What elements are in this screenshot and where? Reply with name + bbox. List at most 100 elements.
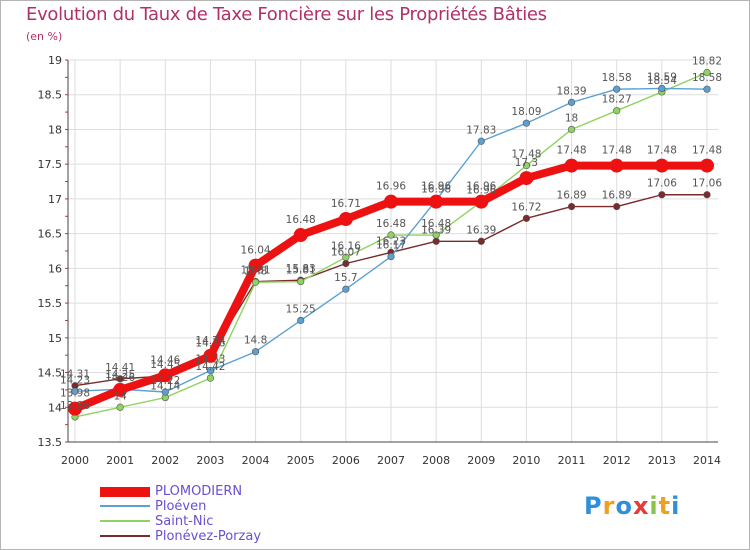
data-point	[613, 202, 621, 211]
data-point	[522, 119, 531, 127]
data-point	[206, 366, 215, 375]
data-point	[116, 375, 124, 383]
data-point	[703, 191, 711, 199]
data-point	[519, 171, 534, 186]
data-point	[158, 368, 173, 383]
data-point	[564, 158, 579, 173]
x-tick-label: 2006	[332, 454, 360, 467]
data-label: 13.86	[60, 400, 90, 412]
legend-label: Saint-Nic	[155, 514, 214, 529]
data-point	[613, 107, 621, 115]
data-label: 15.25	[286, 303, 316, 315]
data-label: 17.48	[557, 145, 587, 157]
data-label: 14.23	[60, 374, 90, 386]
data-label: 18	[565, 112, 578, 124]
data-label: 13.98	[60, 388, 90, 400]
data-point	[700, 158, 714, 173]
data-label: 15.7	[334, 272, 357, 284]
data-label: 15.81	[286, 265, 316, 277]
x-tick-label: 2000	[61, 454, 89, 467]
data-point	[567, 125, 576, 134]
data-point	[432, 231, 440, 239]
x-tick-label: 2001	[106, 454, 134, 467]
data-label: 14.76	[195, 337, 225, 349]
data-point	[477, 137, 485, 145]
y-tick-label: 14.5	[38, 367, 63, 380]
legend-item-ploeven[interactable]: Ploéven	[100, 499, 340, 514]
legend-item-plonevez-porzay[interactable]: Plonévez-Porzay	[100, 529, 340, 544]
data-point	[474, 194, 489, 209]
data-point	[522, 214, 531, 222]
data-label: 15.83	[286, 263, 316, 275]
data-label: 14.26	[105, 372, 135, 384]
legend-swatch	[100, 535, 150, 537]
logo-letter: t	[658, 492, 672, 520]
legend-swatch	[100, 505, 150, 507]
data-point	[658, 84, 666, 93]
y-tick-label: 13.5	[38, 436, 63, 449]
chart-title: Evolution du Taux de Taxe Foncière sur l…	[26, 4, 547, 25]
y-tick-label: 14	[48, 401, 62, 414]
x-tick-label: 2008	[422, 454, 450, 467]
data-point	[297, 277, 305, 286]
data-point	[297, 316, 305, 325]
data-label: 18.82	[692, 56, 722, 68]
data-point	[703, 68, 711, 77]
y-tick-label: 19	[48, 54, 62, 67]
data-point	[387, 252, 395, 261]
data-label: 14.46	[150, 354, 180, 366]
x-tick-label: 2005	[287, 454, 315, 467]
y-tick-label: 17	[48, 193, 62, 206]
y-tick-label: 15.5	[38, 297, 63, 310]
data-label: 16.17	[376, 240, 406, 252]
data-label: 17.3	[515, 157, 538, 169]
logo-letter: P	[584, 492, 603, 520]
data-label: 16.98	[421, 183, 451, 195]
data-label: 14.31	[60, 369, 90, 381]
data-label: 18.39	[557, 85, 587, 97]
data-point	[251, 278, 260, 286]
data-label: 14.42	[195, 361, 225, 373]
data-point	[613, 85, 621, 93]
data-point	[161, 388, 169, 396]
data-label: 14.8	[244, 335, 267, 347]
logo-letter: i	[671, 492, 681, 520]
y-tick-label: 18.5	[38, 89, 63, 102]
data-point	[658, 191, 666, 199]
data-point	[477, 237, 485, 245]
y-tick-label: 16.5	[38, 228, 63, 241]
data-label: 16.89	[557, 190, 587, 202]
data-label: 18.54	[647, 75, 677, 87]
data-label: 15.8	[244, 265, 267, 277]
data-point	[68, 401, 82, 416]
legend-item-plomodiern[interactable]: PLOMODIERN	[100, 484, 340, 499]
y-unit-label: (en %)	[26, 30, 63, 43]
data-label: 17.48	[647, 145, 677, 157]
data-point	[567, 98, 576, 106]
legend-label: PLOMODIERN	[155, 484, 243, 499]
data-label: 17.48	[511, 149, 541, 161]
logo-letter: r	[602, 492, 616, 520]
x-tick-label: 2004	[242, 454, 270, 467]
legend-item-saint-nic[interactable]: Saint-Nic	[100, 514, 340, 529]
data-label: 16.04	[241, 245, 271, 257]
data-point	[251, 348, 260, 356]
data-point	[338, 212, 353, 227]
data-point	[429, 194, 444, 209]
x-tick-label: 2014	[693, 454, 721, 467]
x-tick-label: 2007	[377, 454, 405, 467]
data-point	[703, 85, 711, 93]
data-label: 18.27	[602, 94, 632, 106]
data-label: 14.45	[150, 359, 180, 371]
data-label: 16.96	[421, 181, 451, 193]
data-point	[116, 403, 124, 411]
x-tick-label: 2013	[648, 454, 676, 467]
proxiti-logo: Proxiti	[584, 492, 680, 520]
logo-letter: o	[615, 492, 633, 520]
data-label: 14.14	[150, 381, 180, 393]
y-tick-label: 15	[48, 332, 62, 345]
legend-label: Plonévez-Porzay	[155, 529, 262, 544]
data-label: 18.59	[647, 71, 677, 83]
data-label: 16.16	[331, 240, 361, 252]
